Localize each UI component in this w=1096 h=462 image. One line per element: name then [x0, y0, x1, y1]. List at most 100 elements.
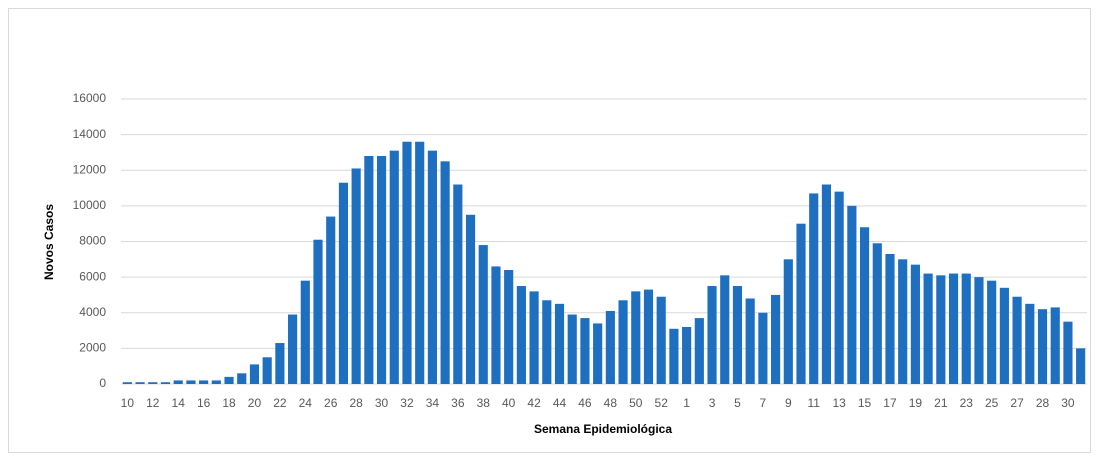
bar [504, 270, 514, 384]
bar [593, 323, 603, 384]
bar [516, 286, 526, 384]
x-tick-label: 30 [1061, 396, 1075, 410]
bar [834, 191, 844, 384]
bar [1037, 309, 1048, 384]
x-tick-label: 19 [909, 396, 923, 410]
y-tick-label: 16000 [73, 91, 107, 105]
bar [643, 289, 654, 384]
y-tick-label: 12000 [73, 162, 107, 176]
x-tick-label: 7 [760, 396, 767, 410]
bar [478, 245, 488, 384]
bar [720, 275, 730, 384]
bar [771, 294, 781, 384]
bar [326, 216, 336, 384]
bar [427, 150, 437, 384]
bar [872, 243, 882, 384]
y-tick-label: 8000 [79, 234, 106, 248]
bar [465, 214, 476, 384]
bar [1063, 321, 1073, 384]
x-tick-label: 17 [883, 396, 897, 410]
bar [440, 161, 450, 384]
x-tick-label: 12 [146, 396, 160, 410]
x-tick-label: 28 [1036, 396, 1050, 410]
bar [809, 193, 819, 384]
bar [1076, 348, 1086, 384]
bar [999, 287, 1009, 384]
bar [402, 141, 412, 384]
bar [389, 150, 399, 384]
x-tick-label: 46 [578, 396, 592, 410]
bar [948, 273, 959, 384]
bar [567, 314, 577, 384]
bar [415, 141, 425, 384]
x-tick-label: 52 [655, 396, 669, 410]
bar [707, 286, 717, 384]
bar [249, 364, 260, 384]
x-tick-label: 16 [197, 396, 211, 410]
y-axis-title: Novos Casos [42, 204, 56, 280]
x-tick-label: 15 [858, 396, 872, 410]
x-tick-label: 32 [400, 396, 414, 410]
bar [542, 300, 552, 384]
bar [300, 280, 310, 384]
bar [160, 382, 171, 384]
bar [758, 312, 768, 384]
bar [275, 343, 285, 384]
bar [936, 275, 946, 384]
bar [262, 357, 272, 384]
y-tick-label: 14000 [73, 127, 107, 141]
bar [745, 298, 755, 384]
bar [288, 314, 298, 384]
bar [783, 259, 793, 384]
bar [682, 327, 692, 384]
y-tick-label: 6000 [79, 269, 106, 283]
x-tick-label: 36 [451, 396, 465, 410]
bar [631, 291, 641, 384]
bar [580, 318, 590, 384]
x-tick-label: 38 [477, 396, 491, 410]
x-tick-label: 9 [785, 396, 792, 410]
bar [237, 373, 247, 384]
bar [313, 239, 323, 384]
bar [1050, 307, 1060, 384]
bar [338, 182, 349, 384]
chart-frame [8, 8, 1091, 453]
x-axis-title: Semana Epidemiológica [534, 422, 672, 436]
y-tick-label: 2000 [79, 341, 106, 355]
x-tick-label: 34 [426, 396, 440, 410]
x-tick-label: 11 [807, 396, 820, 410]
x-tick-label: 42 [527, 396, 541, 410]
bar [656, 296, 666, 384]
bar [1012, 296, 1022, 384]
x-tick-label: 14 [172, 396, 186, 410]
bar [453, 184, 463, 384]
bar [796, 223, 806, 384]
bar [987, 280, 997, 384]
bar [173, 380, 183, 384]
bar [529, 291, 539, 384]
bar [376, 156, 387, 384]
y-tick-label: 10000 [73, 198, 107, 212]
bar [122, 382, 132, 384]
y-tick-label: 4000 [79, 305, 106, 319]
x-tick-label: 50 [629, 396, 643, 410]
bar [974, 277, 984, 384]
x-tick-label: 27 [1010, 396, 1024, 410]
bar [491, 266, 501, 384]
x-tick-label: 25 [985, 396, 999, 410]
bar [847, 205, 857, 384]
bar [224, 376, 234, 384]
bar [554, 303, 565, 384]
x-tick-label: 23 [960, 396, 974, 410]
bar [885, 253, 895, 384]
bar [732, 286, 743, 384]
bar [859, 227, 870, 384]
y-tick-label: 0 [99, 376, 106, 390]
x-tick-label: 48 [604, 396, 618, 410]
bar [910, 264, 920, 384]
x-tick-label: 10 [121, 396, 135, 410]
x-tick-label: 18 [222, 396, 236, 410]
x-tick-label: 30 [375, 396, 389, 410]
